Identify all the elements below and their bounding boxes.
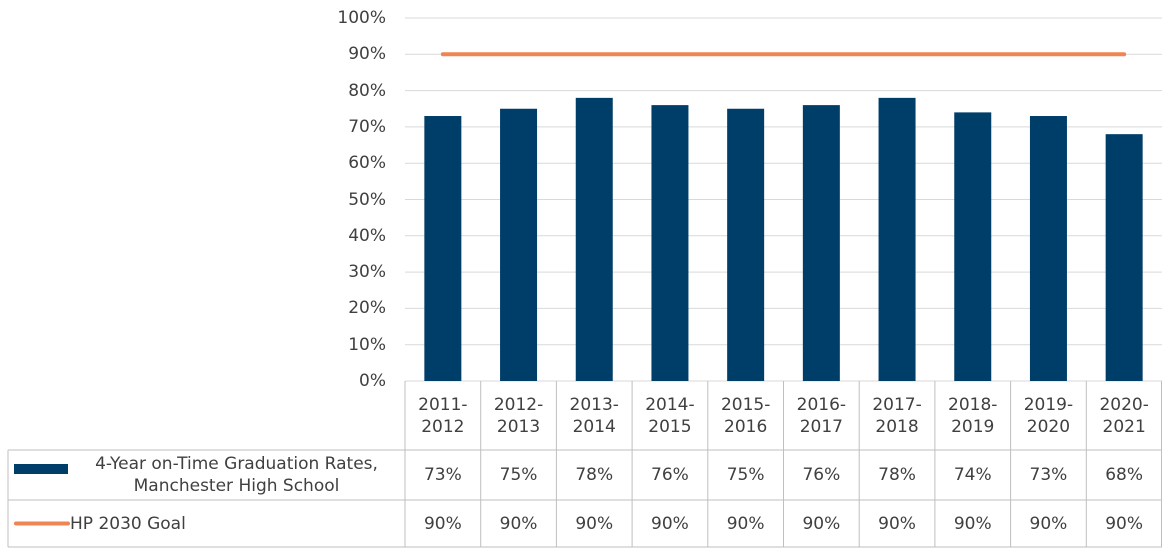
table-value: 90% bbox=[726, 513, 765, 534]
legend-label: 4-Year on-Time Graduation Rates, Manches… bbox=[95, 454, 378, 496]
y-tick-label: 20% bbox=[348, 298, 386, 319]
table-value: 78% bbox=[575, 465, 614, 485]
bar bbox=[424, 116, 462, 381]
table-value: 90% bbox=[1029, 513, 1068, 534]
y-tick-label: 70% bbox=[348, 116, 386, 137]
y-tick-label: 80% bbox=[348, 80, 386, 101]
y-tick-label: 100% bbox=[337, 8, 386, 28]
legend-swatch bbox=[14, 464, 68, 474]
table-value: 73% bbox=[423, 465, 462, 485]
bar bbox=[802, 105, 840, 382]
table-value: 74% bbox=[953, 465, 992, 485]
table-value: 75% bbox=[726, 465, 765, 485]
y-tick-label: 40% bbox=[348, 225, 386, 246]
x-tick-label: 2014-2015 bbox=[645, 394, 695, 437]
table-value: 78% bbox=[878, 465, 916, 485]
y-tick-label: 50% bbox=[348, 189, 386, 210]
table-value: 73% bbox=[1029, 465, 1068, 485]
table-value: 90% bbox=[953, 513, 992, 534]
table-value: 76% bbox=[651, 465, 689, 485]
bar bbox=[500, 108, 538, 381]
table-value: 90% bbox=[499, 513, 538, 534]
bar bbox=[878, 97, 916, 382]
bar bbox=[575, 97, 613, 382]
table-value: 90% bbox=[802, 513, 841, 534]
table-value: 90% bbox=[651, 513, 689, 534]
table-value: 90% bbox=[878, 513, 916, 534]
x-tick-label: 2012-2013 bbox=[493, 394, 544, 437]
x-tick-label: 2013-2014 bbox=[569, 394, 619, 437]
x-tick-label: 2015-2016 bbox=[720, 394, 771, 437]
x-tick-label: 2011-2012 bbox=[418, 394, 468, 437]
table-value: 75% bbox=[499, 465, 538, 485]
bar bbox=[954, 112, 992, 381]
y-tick-label: 60% bbox=[348, 153, 386, 174]
x-tick-label: 2020-2021 bbox=[1099, 394, 1149, 437]
y-tick-label: 0% bbox=[359, 371, 386, 391]
x-tick-label: 2019-2020 bbox=[1023, 394, 1074, 437]
x-tick-label: 2018-2019 bbox=[948, 394, 998, 437]
y-tick-label: 90% bbox=[348, 44, 386, 65]
bar bbox=[1029, 116, 1067, 381]
table-value: 76% bbox=[802, 465, 841, 485]
bar bbox=[727, 108, 765, 381]
table-value: 68% bbox=[1105, 465, 1144, 485]
x-tick-label: 2017-2018 bbox=[872, 394, 922, 437]
legend-label: HP 2030 Goal bbox=[70, 513, 186, 534]
y-tick-label: 10% bbox=[348, 334, 386, 355]
bar bbox=[651, 105, 689, 382]
table-value: 90% bbox=[1105, 513, 1144, 534]
bar bbox=[1105, 134, 1143, 381]
y-tick-label: 30% bbox=[348, 262, 386, 283]
x-tick-label: 2016-2017 bbox=[796, 394, 847, 437]
table-value: 90% bbox=[575, 513, 614, 534]
table-value: 90% bbox=[423, 513, 462, 534]
